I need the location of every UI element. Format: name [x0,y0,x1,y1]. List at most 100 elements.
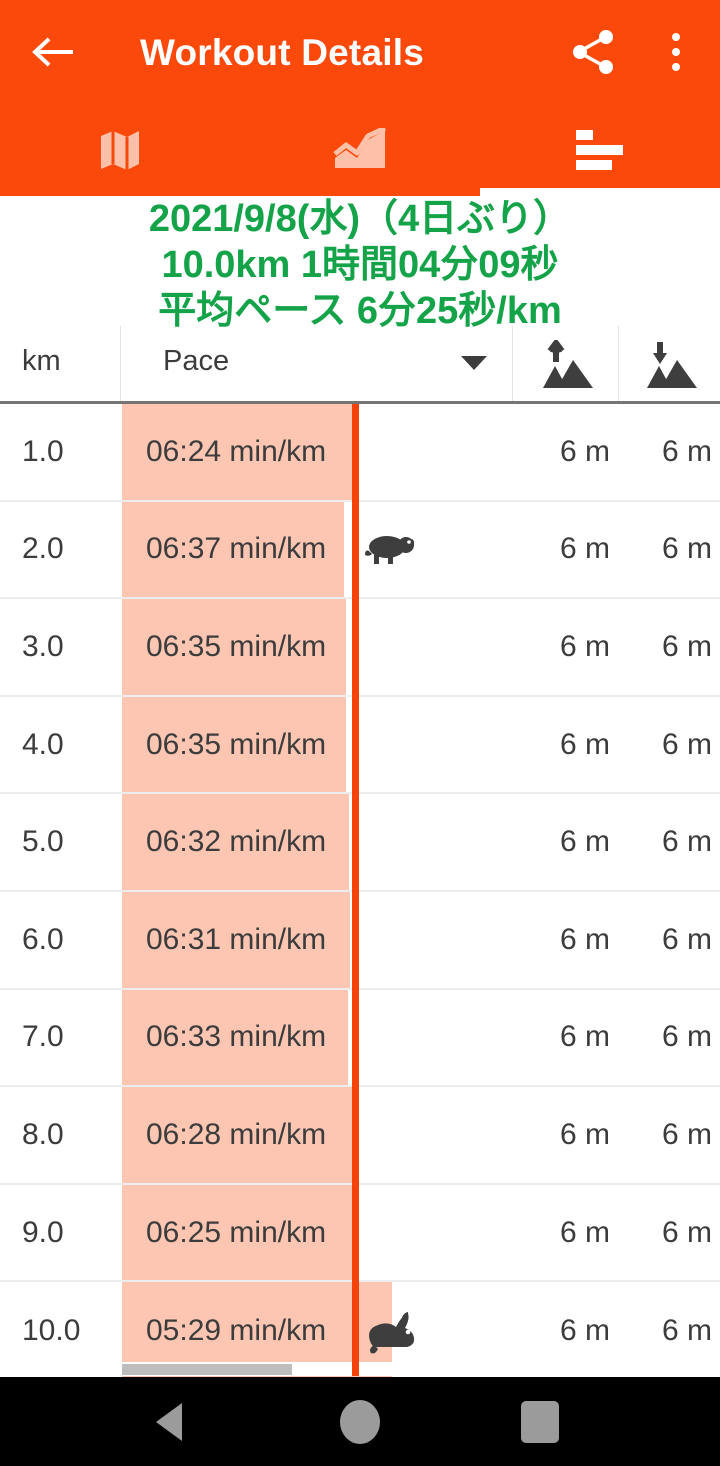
nav-recents-square-icon[interactable] [521,1401,559,1443]
table-row[interactable]: 4.0 06:35 min/km 6 m 6 m [0,696,720,795]
cell-km: 6.0 [22,922,64,956]
cell-descent: 6 m [661,1020,712,1054]
cell-ascent: 6 m [559,1314,610,1348]
cell-km: 1.0 [22,434,64,468]
cell-pace: 05:29 min/km [146,1314,327,1348]
tab-chart[interactable] [240,104,480,196]
cell-pace: 06:28 min/km [146,1117,327,1151]
tab-bar [0,104,720,196]
column-header-km[interactable]: km [0,326,120,401]
system-navigation-bar [0,1377,720,1466]
cell-pace: 06:35 min/km [146,727,327,761]
cell-pace: 06:37 min/km [146,532,327,566]
table-row[interactable]: 1.0 06:24 min/km 6 m 6 m [0,404,720,502]
pace-bar [122,989,348,1086]
app-bar-top: Workout Details [0,0,720,104]
cell-ascent: 6 m [559,825,610,859]
column-header-descent[interactable] [618,326,720,401]
table-row[interactable]: 8.0 06:28 min/km 6 m 6 m [0,1087,720,1185]
summary-distance-time-line: 10.0km 1時間04分09秒 [161,244,559,286]
map-icon [101,131,139,170]
cell-descent: 6 m [661,1117,712,1151]
table-row[interactable]: 10.0 05:29 min/km 6 m 6 m [0,1282,720,1380]
pace-bar [122,891,350,988]
table-header: km Pace [0,326,720,404]
cell-descent: 6 m [661,434,712,468]
cell-km: 5.0 [22,825,64,859]
arrow-left-icon [32,37,73,67]
cell-ascent: 6 m [559,727,610,761]
tab-map[interactable] [0,104,240,196]
table-row[interactable]: 7.0 06:33 min/km 6 m 6 m [0,989,720,1088]
cell-ascent: 6 m [559,922,610,956]
cell-km: 7.0 [22,1020,64,1054]
table-row[interactable]: 5.0 06:32 min/km 6 m 6 m [0,794,720,892]
cell-pace: 06:25 min/km [146,1215,327,1249]
chart-icon [333,128,387,168]
rabbit-icon [364,1311,418,1354]
nav-home-circle-icon[interactable] [340,1400,380,1444]
workout-summary: 2021/9/8(水)（4日ぶり） 10.0km 1時間04分09秒 平均ペース… [0,196,720,336]
active-tab-indicator [480,188,720,196]
turtle-icon [364,529,418,569]
summary-date-line: 2021/9/8(水)（4日ぶり） [148,198,572,240]
horizontal-scrollbar-thumb[interactable] [122,1364,292,1375]
chevron-down-icon[interactable] [461,356,487,370]
mountain-down-icon [646,342,697,388]
table-row[interactable]: 6.0 06:31 min/km 6 m 6 m [0,891,720,990]
cell-ascent: 6 m [559,1215,610,1249]
cell-km: 9.0 [22,1215,64,1249]
column-header-ascent[interactable] [512,326,618,401]
tab-laps[interactable] [480,104,720,196]
cell-km: 4.0 [22,727,64,761]
pace-bar [122,794,349,890]
more-vertical-icon [672,48,680,56]
pace-bar [122,696,346,793]
cell-km: 3.0 [22,629,64,663]
more-vertical-icon [672,63,680,71]
pace-bar [122,1087,353,1183]
cell-descent: 6 m [661,532,712,566]
column-header-pace-label: Pace [163,345,230,377]
cell-pace: 06:35 min/km [146,629,327,663]
pace-bar [122,1184,356,1281]
cell-descent: 6 m [661,1215,712,1249]
overflow-menu-button[interactable] [652,22,700,82]
cell-pace: 06:31 min/km [146,922,327,956]
cell-pace: 06:32 min/km [146,825,327,859]
pace-bar [122,599,346,695]
table-row[interactable]: 3.0 06:35 min/km 6 m 6 m [0,599,720,697]
share-button[interactable] [566,24,622,80]
rabbit-icon [369,1312,415,1354]
back-button[interactable] [24,24,84,80]
table-row[interactable]: 2.0 06:37 min/km 6 m 6 m [0,501,720,600]
cell-pace: 06:24 min/km [146,434,327,468]
cell-km: 10.0 [22,1314,81,1348]
nav-back-triangle-icon[interactable] [156,1403,182,1441]
list-icon [576,128,624,172]
column-header-pace[interactable]: Pace [120,326,512,401]
pace-bar [122,404,352,500]
column-header-km-label: km [22,345,61,377]
cell-descent: 6 m [661,922,712,956]
cell-ascent: 6 m [559,434,610,468]
cell-ascent: 6 m [559,532,610,566]
cell-pace: 06:33 min/km [146,1020,327,1054]
cell-ascent: 6 m [559,1020,610,1054]
page-title: Workout Details [140,32,424,73]
cell-descent: 6 m [661,727,712,761]
cell-ascent: 6 m [559,1117,610,1151]
cell-descent: 6 m [661,1314,712,1348]
horizontal-scrollbar-track[interactable] [0,1362,720,1376]
table-row[interactable]: 9.0 06:25 min/km 6 m 6 m [0,1184,720,1283]
cell-ascent: 6 m [559,629,610,663]
more-vertical-icon [672,33,680,41]
cell-km: 8.0 [22,1117,64,1151]
share-icon [573,30,613,74]
mountain-up-icon [542,340,593,388]
cell-km: 2.0 [22,532,64,566]
cell-descent: 6 m [661,629,712,663]
pace-bar [122,501,344,598]
